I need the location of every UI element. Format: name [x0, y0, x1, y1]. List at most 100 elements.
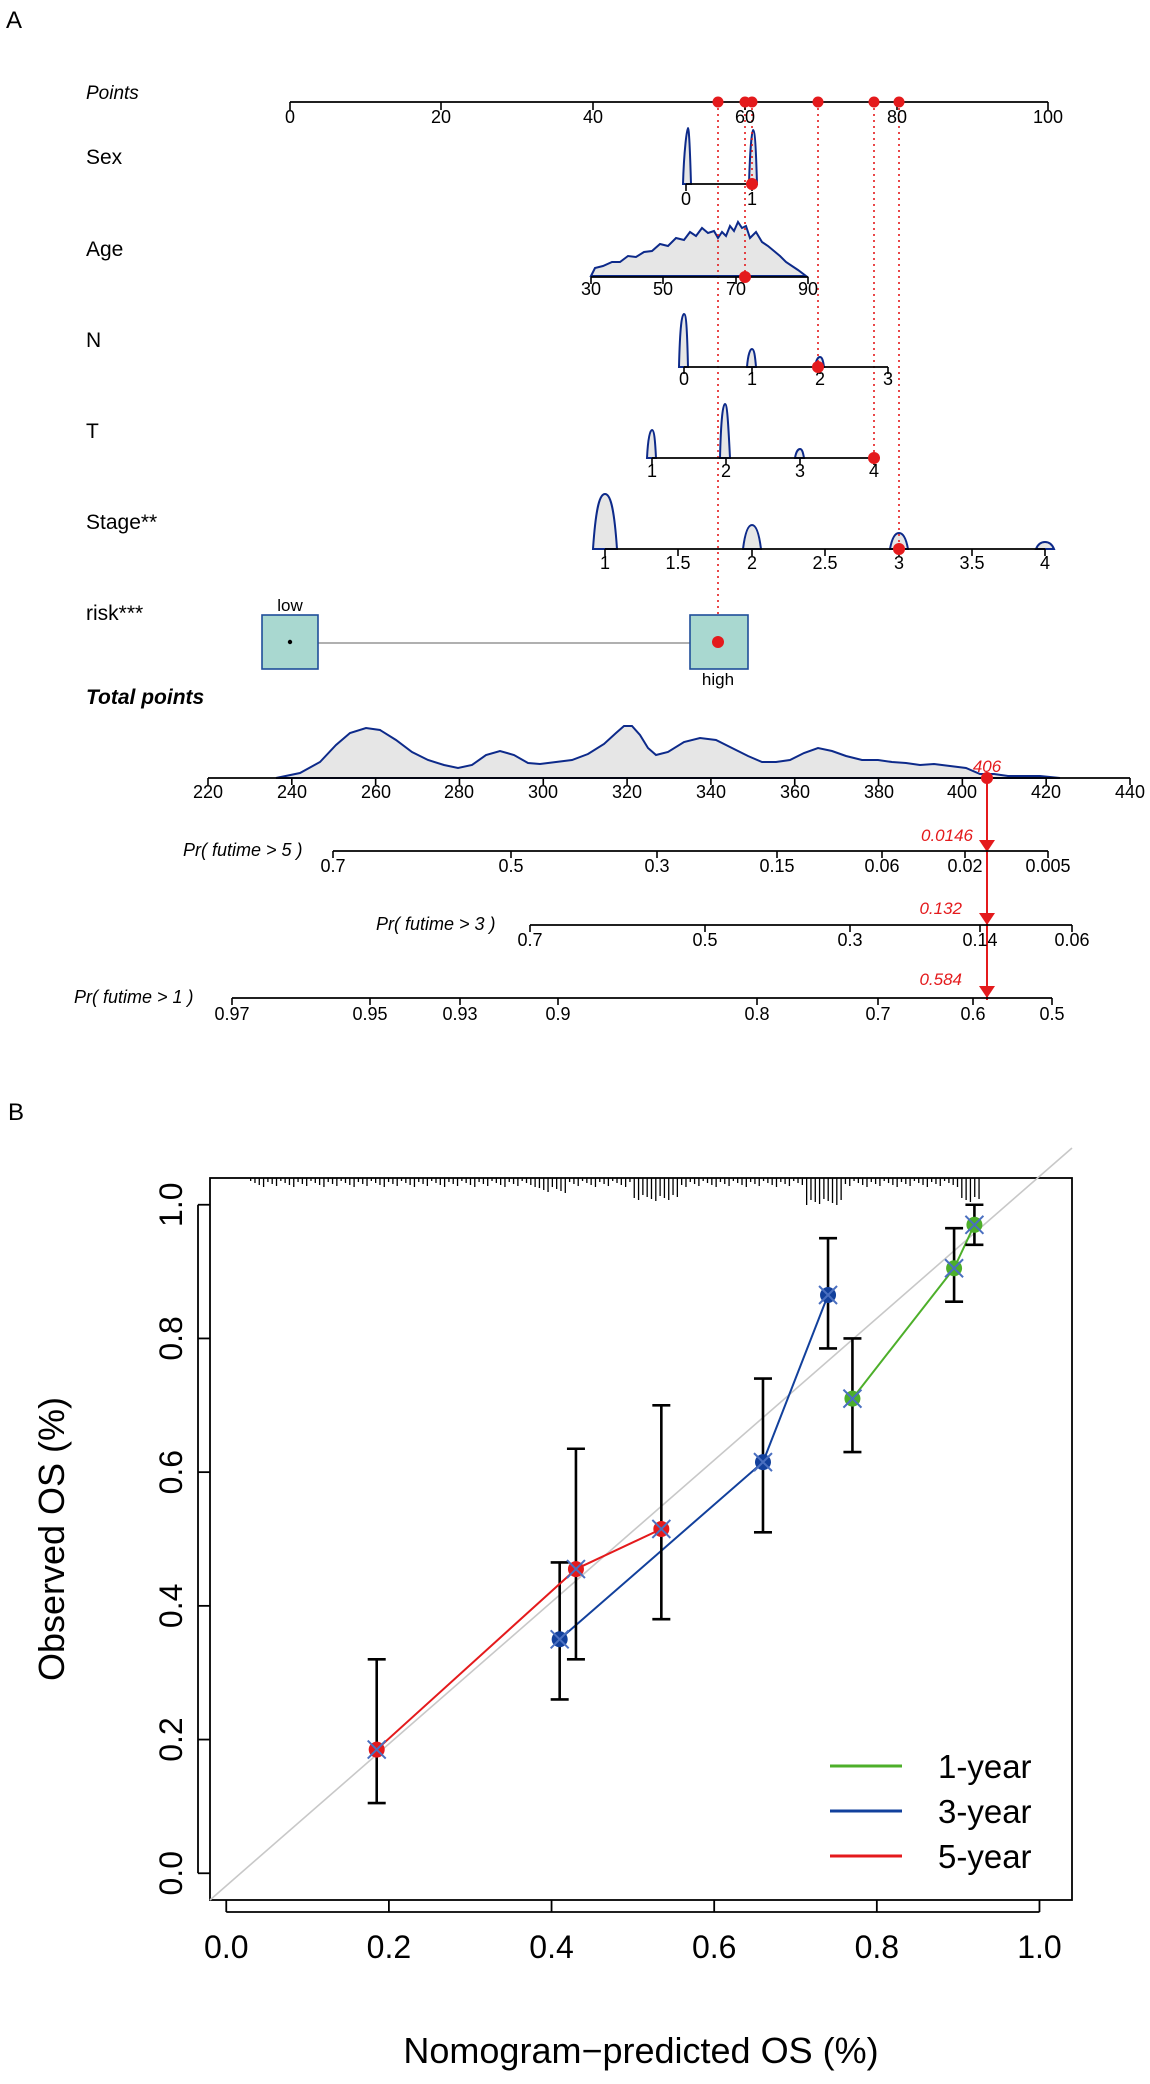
x-tick-label: 0.8: [855, 1929, 899, 1965]
points-marker: [893, 96, 905, 108]
total-points-tick: 360: [780, 782, 810, 802]
point-cross: [842, 1388, 863, 1409]
y-tick-label: 0.8: [153, 1316, 189, 1360]
pr1-tick: 0.95: [352, 1004, 387, 1024]
t-selected-marker: [868, 452, 880, 464]
sex-selected-marker: [746, 178, 758, 190]
risk-label: risk***: [86, 602, 143, 625]
legend-label-3-year: 3-year: [938, 1793, 1032, 1830]
point-cross: [566, 1559, 586, 1579]
n-tick: 3: [883, 369, 893, 389]
series-line-3-year: [762, 1294, 829, 1463]
pr5-tick: 0.15: [759, 856, 794, 876]
n-tick: 1: [747, 369, 757, 389]
pr5-tick: 0.005: [1025, 856, 1070, 876]
arrow-5yr: [979, 840, 995, 852]
point-cross: [964, 1215, 985, 1235]
stage-label: Stage**: [86, 511, 157, 534]
stage-tick: 4: [1040, 553, 1050, 573]
pr1-label: Pr( futime > 1 ): [74, 987, 194, 1007]
total-points-tick: 420: [1031, 782, 1061, 802]
risk-selected-marker: [712, 636, 724, 648]
points-tick: 100: [1033, 107, 1063, 127]
stage-axis: Stage** 1 1.5 2 2.5 3 3.5 4: [86, 511, 1050, 573]
point-cross: [753, 1452, 773, 1472]
t-label: T: [86, 420, 99, 443]
age-tick: 90: [798, 279, 818, 299]
ideal-diagonal: [209, 1147, 1073, 1901]
age-tick: 50: [653, 279, 673, 299]
total-points-tick: 300: [528, 782, 558, 802]
points-tick: 20: [431, 107, 451, 127]
total-points-tick: 280: [444, 782, 474, 802]
y-tick-label: 0.6: [153, 1450, 189, 1494]
pr3-tick: 0.5: [692, 930, 717, 950]
points-tick: 80: [887, 107, 907, 127]
x-tick-label: 0.4: [529, 1929, 573, 1965]
risk-axis: risk*** low high: [86, 596, 749, 689]
total-points-tick: 380: [864, 782, 894, 802]
pr3-value: 0.132: [919, 899, 962, 918]
projection-lines: [717, 102, 900, 643]
sex-axis: Sex 0 1: [86, 146, 758, 209]
pr1-tick: 0.7: [865, 1004, 890, 1024]
age-selected-marker: [739, 271, 751, 283]
legend: 1-year 3-year 5-year: [830, 1748, 1032, 1875]
total-points-tick: 340: [696, 782, 726, 802]
total-points-label: Total points: [86, 686, 204, 709]
probability-projection: [979, 778, 995, 1000]
x-axis-title: Nomogram−predicted OS (%): [403, 2030, 878, 2071]
age-density: [589, 219, 809, 277]
t-axis: T 1 2 3 4: [86, 420, 880, 481]
panel-a-nomogram: A: [6, 7, 1145, 1024]
risk-low-dot: [287, 639, 293, 645]
points-tick: 60: [735, 107, 755, 127]
t-tick: 1: [647, 461, 657, 481]
pr5-tick: 0.06: [864, 856, 899, 876]
n-tick: 2: [815, 369, 825, 389]
points-marker: [868, 96, 880, 108]
arrow-3yr: [979, 913, 995, 925]
points-tick: 40: [583, 107, 603, 127]
stage-selected-marker: [893, 543, 905, 555]
stage-tick: 3: [894, 553, 904, 573]
stage-tick: 2.5: [812, 553, 837, 573]
pr3-tick: 0.06: [1054, 930, 1089, 950]
total-points-tick: 400: [947, 782, 977, 802]
n-tick: 0: [679, 369, 689, 389]
pr1-value: 0.584: [919, 970, 962, 989]
total-points-axis: Total points 220 240 260 280 300 320 340…: [86, 686, 1145, 802]
risk-high-label: high: [702, 670, 734, 689]
x-tick-label: 0.0: [204, 1929, 248, 1965]
n-axis: N 0 1 2 3: [86, 329, 893, 389]
n-density: [677, 312, 826, 368]
t-density: [645, 402, 806, 459]
rug-ticks: [250, 1178, 980, 1205]
n-label: N: [86, 329, 101, 352]
sex-density: [681, 126, 759, 185]
series-line-1-year: [851, 1267, 955, 1400]
stage-density: [591, 492, 1056, 550]
pr1-axis: Pr( futime > 1 ) 0.97 0.95 0.93 0.9 0.8 …: [74, 970, 1065, 1024]
y-tick-label: 1.0: [153, 1182, 189, 1226]
points-label: Points: [86, 83, 139, 104]
panel-b-calibration: B 0.0 0.2 0.4 0.6 0.8 1.0 0.0 0.2 0.4 0.6 0.8 1.0 N…: [8, 1099, 1073, 2071]
age-axis: Age 30 50 70 90: [86, 238, 818, 299]
total-points-value: 406: [973, 757, 1002, 776]
y-tick-label: 0.4: [153, 1584, 189, 1628]
x-tick-label: 0.6: [692, 1929, 736, 1965]
point-cross: [818, 1285, 838, 1305]
x-tick-label: 0.2: [367, 1929, 411, 1965]
points-axis: Points 0 20 40 60 80 100: [86, 83, 1063, 127]
stage-tick: 1.5: [665, 553, 690, 573]
pr5-tick: 0.5: [498, 856, 523, 876]
stage-tick: 2: [747, 553, 757, 573]
points-marker: [812, 96, 824, 108]
pr1-tick: 0.6: [960, 1004, 985, 1024]
pr5-axis: Pr( futime > 5 ) 0.7 0.5 0.3 0.15 0.06 0…: [183, 826, 1071, 876]
series-line-5-year: [376, 1568, 577, 1751]
panel-b-label: B: [8, 1099, 24, 1126]
sex-label: Sex: [86, 146, 123, 169]
pr1-tick: 0.97: [214, 1004, 249, 1024]
